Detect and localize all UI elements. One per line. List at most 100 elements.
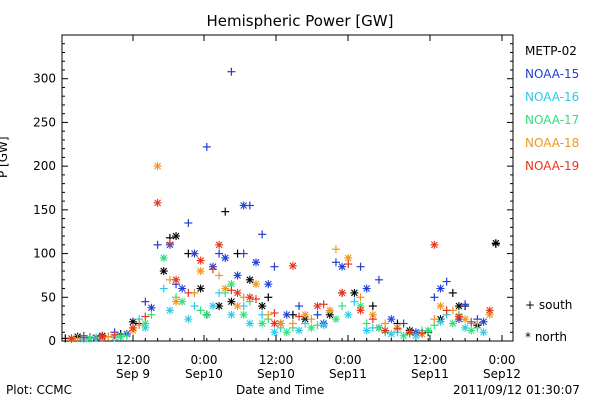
x-tick-time: 12:00	[413, 353, 448, 367]
point-north	[153, 162, 162, 171]
x-tick-time: 12:00	[259, 353, 294, 367]
point-north	[172, 232, 181, 241]
point-south	[184, 288, 193, 297]
point-north	[233, 271, 242, 280]
point-north	[141, 319, 150, 328]
point-north	[227, 297, 236, 306]
point-north	[258, 319, 267, 328]
point-north	[338, 288, 347, 297]
point-south	[227, 286, 236, 295]
plot-frame	[61, 34, 514, 342]
point-north	[399, 331, 408, 340]
y-tick-label: 50	[41, 290, 56, 304]
point-south	[258, 230, 267, 239]
point-north	[387, 330, 396, 339]
point-north	[424, 326, 433, 335]
point-north	[301, 310, 310, 319]
point-south	[418, 329, 427, 338]
plot-border	[61, 34, 514, 342]
point-north	[331, 315, 340, 324]
y-axis: 0 50 100 150 200 250 300	[33, 43, 513, 348]
point-north	[405, 328, 414, 337]
point-north	[356, 306, 365, 315]
point-south	[381, 319, 390, 328]
point-south	[270, 309, 279, 318]
point-north	[479, 328, 488, 337]
point-south	[461, 300, 470, 309]
point-north	[325, 306, 334, 315]
point-south	[295, 312, 304, 321]
point-north	[282, 328, 291, 337]
point-south	[221, 207, 230, 216]
point-south	[442, 277, 451, 286]
legend-item-noaa-19: NOAA-19	[525, 159, 580, 173]
legend-item-metp-02: METP-02	[525, 44, 577, 58]
legend-item-noaa-15: NOAA-15	[525, 67, 580, 81]
point-south	[399, 319, 408, 328]
point-north	[411, 331, 420, 340]
x-tick-time: 0:00	[335, 353, 362, 367]
plot-timestamp: 2011/09/12 01:30:07	[453, 383, 580, 397]
point-north	[313, 302, 322, 311]
point-south	[473, 319, 482, 328]
point-south	[110, 330, 119, 339]
point-south	[430, 315, 439, 324]
point-north	[215, 240, 224, 249]
point-north	[485, 306, 494, 315]
plus-marker-icon: +	[525, 298, 536, 312]
legend-item-noaa-18: NOAA-18	[525, 136, 580, 150]
point-south	[295, 302, 304, 311]
legend-item-noaa-16: NOAA-16	[525, 90, 580, 104]
point-south	[448, 288, 457, 297]
point-north	[362, 326, 371, 335]
point-south	[165, 239, 174, 248]
x-tick-time: 12:00	[116, 353, 151, 367]
point-north	[221, 284, 230, 293]
point-south	[264, 310, 273, 319]
point-north	[184, 315, 193, 324]
y-axis-label: P [GW]	[0, 136, 10, 178]
point-north	[196, 256, 205, 265]
point-north	[159, 253, 168, 262]
point-south	[319, 300, 328, 309]
point-south	[270, 262, 279, 271]
point-north	[85, 334, 94, 343]
point-north	[282, 310, 291, 319]
y-tick-label: 100	[33, 247, 56, 261]
data-points	[61, 67, 500, 344]
point-north	[338, 262, 347, 271]
point-south	[356, 262, 365, 271]
point-south	[215, 271, 224, 280]
point-north	[196, 284, 205, 293]
point-north	[454, 312, 463, 321]
point-south	[331, 245, 340, 254]
point-north	[344, 310, 353, 319]
point-north	[252, 280, 260, 289]
point-south	[153, 240, 162, 249]
point-north	[239, 310, 248, 319]
point-south	[430, 293, 439, 302]
point-north	[454, 302, 463, 311]
marker-legend-north: * north	[525, 330, 567, 344]
point-north	[362, 284, 371, 293]
point-north	[375, 323, 383, 332]
point-north	[67, 334, 76, 343]
point-north	[491, 239, 500, 248]
point-north	[233, 288, 242, 297]
plot-credit: Plot: CCMC	[6, 383, 72, 397]
point-south	[467, 317, 476, 326]
point-south	[215, 249, 224, 258]
point-north	[387, 315, 396, 324]
y-tick-label: 0	[48, 334, 56, 348]
point-north	[221, 253, 230, 262]
marker-label-north: north	[534, 330, 568, 344]
point-south	[147, 310, 156, 319]
point-south	[301, 319, 310, 328]
point-south	[313, 321, 322, 330]
star-marker-icon: *	[525, 330, 531, 344]
point-north	[178, 284, 187, 293]
point-south	[202, 142, 211, 151]
y-tick-label: 300	[33, 72, 56, 86]
point-south	[135, 321, 144, 330]
